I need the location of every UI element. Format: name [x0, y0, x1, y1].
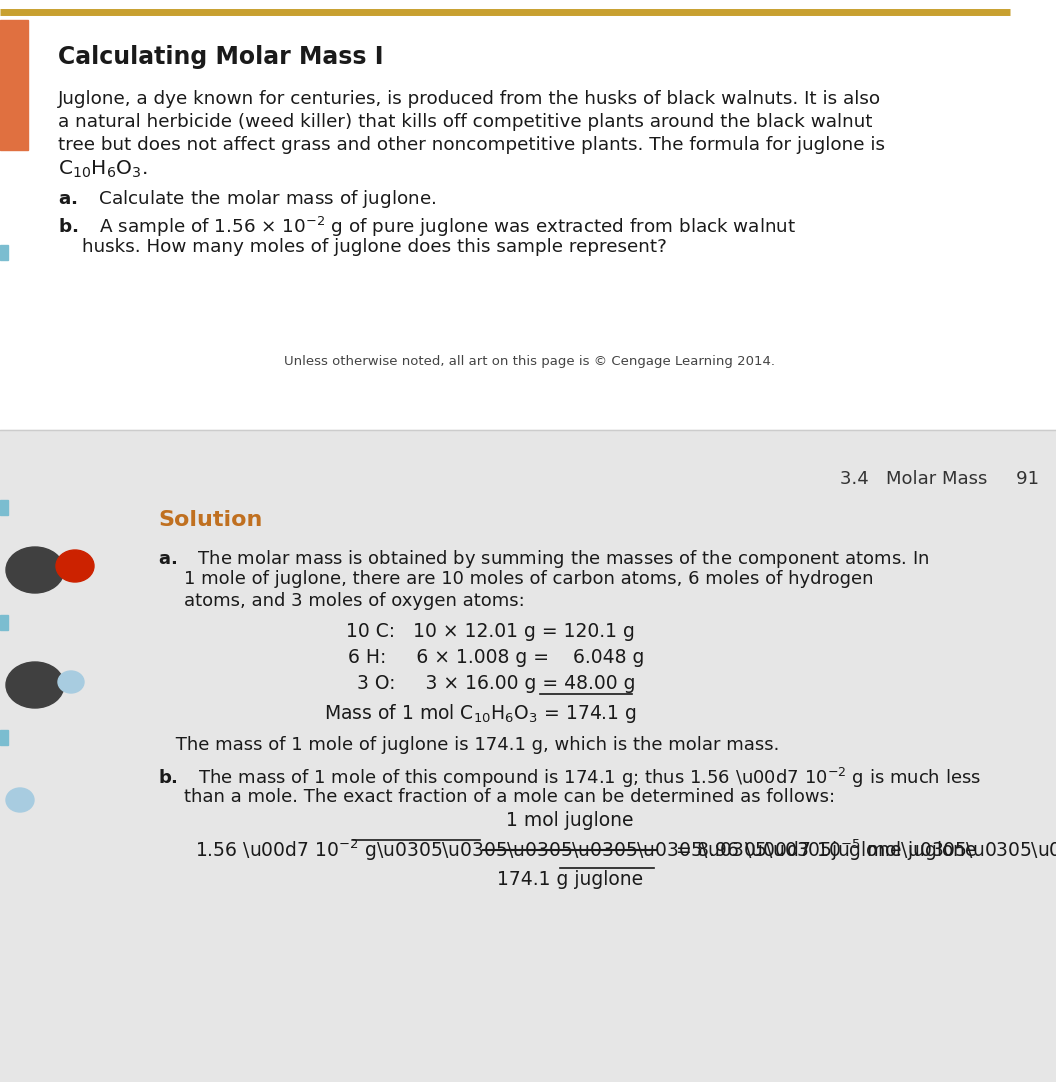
Text: 3.4   Molar Mass     91: 3.4 Molar Mass 91	[840, 470, 1039, 488]
Ellipse shape	[6, 547, 64, 593]
Text: 1 mol juglone: 1 mol juglone	[506, 812, 634, 830]
Text: Solution: Solution	[158, 510, 262, 530]
Text: 10 C:   10 × 12.01 g = 120.1 g: 10 C: 10 × 12.01 g = 120.1 g	[345, 622, 635, 641]
Text: The mass of 1 mole of juglone is 174.1 g, which is the molar mass.: The mass of 1 mole of juglone is 174.1 g…	[170, 736, 779, 754]
Text: tree but does not affect grass and other noncompetitive plants. The formula for : tree but does not affect grass and other…	[58, 136, 885, 154]
Ellipse shape	[6, 662, 64, 708]
Text: a natural herbicide (weed killer) that kills off competitive plants around the b: a natural herbicide (weed killer) that k…	[58, 113, 872, 131]
Text: $\mathbf{a.}$   The molar mass is obtained by summing the masses of the componen: $\mathbf{a.}$ The molar mass is obtained…	[158, 547, 929, 570]
Text: $\mathbf{b.}$   A sample of 1.56 × 10$^{-2}$ g of pure juglone was extracted fro: $\mathbf{b.}$ A sample of 1.56 × 10$^{-2…	[58, 215, 796, 239]
Text: Unless otherwise noted, all art on this page is © Cengage Learning 2014.: Unless otherwise noted, all art on this …	[284, 355, 775, 368]
Text: = 8.96 \u00d7 10$^{-5}$ mol juglone: = 8.96 \u00d7 10$^{-5}$ mol juglone	[675, 837, 977, 862]
Bar	[0, 730, 8, 745]
Ellipse shape	[58, 671, 84, 692]
Text: C$_{10}$H$_6$O$_3$.: C$_{10}$H$_6$O$_3$.	[58, 159, 148, 181]
Text: 3 O:     3 × 16.00 g = 48.00 g: 3 O: 3 × 16.00 g = 48.00 g	[344, 674, 636, 692]
Text: 1 mole of juglone, there are 10 moles of carbon atoms, 6 moles of hydrogen: 1 mole of juglone, there are 10 moles of…	[184, 570, 873, 588]
Bar	[0, 615, 8, 630]
Text: 6 H:     6 × 1.008 g =    6.048 g: 6 H: 6 × 1.008 g = 6.048 g	[336, 648, 644, 667]
Text: Calculating Molar Mass I: Calculating Molar Mass I	[58, 45, 383, 69]
Bar	[0, 0, 1056, 430]
Bar	[0, 430, 1056, 1082]
Text: husks. How many moles of juglone does this sample represent?: husks. How many moles of juglone does th…	[82, 238, 667, 256]
Bar	[0, 500, 8, 515]
Text: 1.56 \u00d7 10$^{-2}$ $\mathdefault{g}$\u0305\u0305\u0305\u0305\u0305\u0305\u030: 1.56 \u00d7 10$^{-2}$ $\mathdefault{g}$\…	[195, 837, 1056, 862]
Bar	[0, 19, 29, 150]
Text: atoms, and 3 moles of oxygen atoms:: atoms, and 3 moles of oxygen atoms:	[184, 592, 525, 610]
Text: than a mole. The exact fraction of a mole can be determined as follows:: than a mole. The exact fraction of a mol…	[184, 788, 835, 806]
Bar	[0, 245, 8, 260]
Ellipse shape	[6, 788, 34, 812]
Text: Mass of 1 mol C$_{10}$H$_6$O$_3$ = 174.1 g: Mass of 1 mol C$_{10}$H$_6$O$_3$ = 174.1…	[323, 702, 637, 725]
Text: 174.1 g juglone: 174.1 g juglone	[497, 870, 643, 889]
Text: $\mathbf{b.}$   The mass of 1 mole of this compound is 174.1 g; thus 1.56 \u00d7: $\mathbf{b.}$ The mass of 1 mole of this…	[158, 766, 981, 790]
Ellipse shape	[56, 550, 94, 582]
Text: $\mathbf{a.}$   Calculate the molar mass of juglone.: $\mathbf{a.}$ Calculate the molar mass o…	[58, 188, 436, 210]
Text: Juglone, a dye known for centuries, is produced from the husks of black walnuts.: Juglone, a dye known for centuries, is p…	[58, 90, 881, 108]
